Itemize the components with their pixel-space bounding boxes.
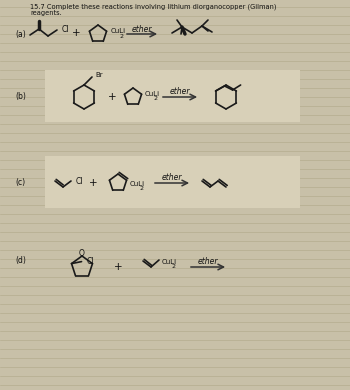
Text: Cl: Cl — [86, 257, 94, 266]
Text: Br: Br — [95, 72, 103, 78]
Text: +: + — [108, 92, 116, 102]
Text: O: O — [79, 250, 85, 259]
Text: CuLi: CuLi — [111, 28, 126, 34]
Text: 2: 2 — [171, 264, 175, 269]
Text: CuLi: CuLi — [145, 91, 160, 97]
Text: ether: ether — [132, 25, 152, 34]
Bar — [45, 156, 300, 208]
Text: 2: 2 — [119, 34, 123, 39]
Text: Cl: Cl — [76, 177, 84, 186]
Text: 2: 2 — [154, 96, 158, 101]
Bar — [45, 70, 300, 122]
Text: +: + — [114, 262, 122, 272]
Text: ether: ether — [170, 87, 190, 96]
Text: (a): (a) — [15, 30, 26, 39]
Text: ether: ether — [198, 257, 218, 266]
Text: (b): (b) — [15, 92, 26, 101]
Text: 2: 2 — [139, 186, 143, 191]
Text: (d): (d) — [15, 255, 26, 264]
Text: (c): (c) — [15, 177, 25, 186]
Text: Cl: Cl — [62, 25, 70, 34]
Text: CuLi: CuLi — [162, 259, 177, 265]
Text: +: + — [89, 178, 97, 188]
Text: +: + — [72, 28, 80, 38]
Text: ether: ether — [162, 174, 182, 183]
Text: 15.7 Complete these reactions involving lithium diorganocopper (Gilman): 15.7 Complete these reactions involving … — [30, 4, 277, 10]
Text: CuLi: CuLi — [130, 181, 145, 187]
Text: reagents.: reagents. — [30, 10, 62, 16]
